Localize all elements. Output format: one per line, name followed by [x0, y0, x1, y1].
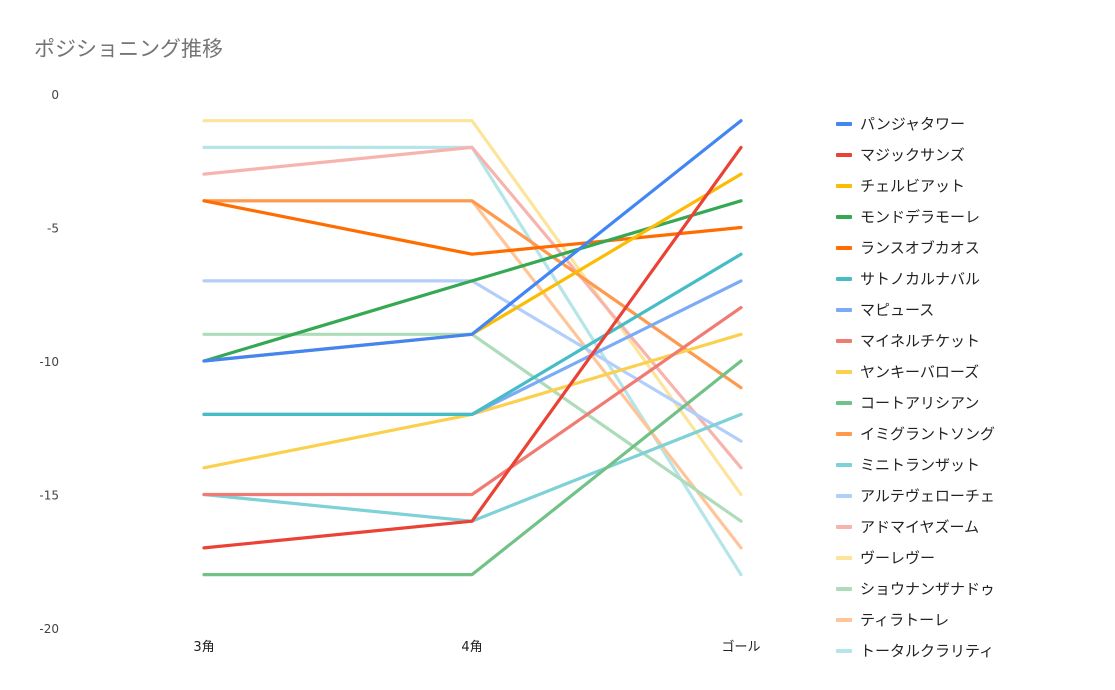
- chart-title: ポジショニング推移: [34, 37, 223, 61]
- legend-label: ヤンキーバローズ: [860, 363, 980, 381]
- legend-swatch: [836, 338, 852, 343]
- legend-label: マジックサンズ: [860, 146, 965, 164]
- legend-swatch: [836, 121, 852, 126]
- legend-label: ヴーレヴー: [860, 549, 936, 567]
- legend-label: ティラトーレ: [860, 611, 950, 629]
- series-line: [202, 252, 743, 416]
- legend-item: ティラトーレ: [836, 604, 995, 635]
- legend-label: サトノカルナバル: [860, 270, 981, 288]
- series-line: [202, 145, 743, 577]
- legend-swatch: [836, 245, 852, 250]
- legend-item: ミニトランザット: [836, 449, 995, 480]
- legend-item: マイネルチケット: [836, 325, 995, 356]
- y-tick-label: -15: [39, 489, 59, 503]
- legend-swatch: [836, 307, 852, 312]
- series-line: [202, 145, 743, 470]
- legend-item: アドマイヤズーム: [836, 511, 995, 542]
- legend-label: ショウナンザナドゥ: [860, 580, 996, 598]
- legend-swatch: [836, 431, 852, 436]
- legend-swatch: [836, 276, 852, 281]
- legend-item: パンジャタワー: [836, 108, 995, 139]
- legend-label: イミグラントソング: [860, 425, 996, 443]
- legend-swatch: [836, 462, 852, 467]
- series-line: [202, 306, 743, 497]
- series-line: [202, 199, 743, 256]
- series-line: [202, 412, 743, 523]
- legend-swatch: [836, 400, 852, 405]
- legend-swatch: [836, 183, 852, 188]
- legend-label: マイネルチケット: [860, 332, 981, 350]
- legend-swatch: [836, 524, 852, 529]
- legend-item: マジックサンズ: [836, 139, 995, 170]
- x-tick-label: 3角: [193, 640, 214, 655]
- legend-swatch: [836, 648, 852, 653]
- legend-item: チェルビアット: [836, 170, 995, 201]
- y-tick-label: -10: [39, 355, 59, 369]
- legend-swatch: [836, 152, 852, 157]
- legend-swatch: [836, 617, 852, 622]
- legend-label: ミニトランザット: [860, 456, 981, 474]
- legend-item: ヤンキーバローズ: [836, 356, 995, 387]
- legend-item: ショウナンザナドゥ: [836, 573, 995, 604]
- y-tick-label: 0: [51, 88, 59, 102]
- legend-item: ランスオブカオス: [836, 232, 995, 263]
- legend-item: アルテヴェローチェ: [836, 480, 995, 511]
- legend-label: パンジャタワー: [860, 115, 966, 133]
- legend-swatch: [836, 586, 852, 591]
- legend-label: アドマイヤズーム: [860, 518, 980, 536]
- legend-swatch: [836, 214, 852, 219]
- series-line: [202, 119, 743, 363]
- legend-item: モンドデラモーレ: [836, 201, 995, 232]
- x-tick-label: ゴール: [721, 639, 760, 655]
- legend-item: トータルクラリティ: [836, 635, 995, 666]
- series-line: [202, 145, 743, 550]
- y-tick-label: -5: [47, 222, 59, 236]
- legend-label: トータルクラリティ: [860, 642, 995, 660]
- legend-swatch: [836, 493, 852, 498]
- legend-item: ヴーレヴー: [836, 542, 995, 573]
- series-line: [202, 359, 743, 577]
- series-line: [202, 119, 743, 497]
- legend-label: ランスオブカオス: [860, 239, 980, 257]
- legend-label: モンドデラモーレ: [860, 208, 981, 226]
- x-tick-label: 4角: [461, 640, 482, 655]
- legend-item: イミグラントソング: [836, 418, 995, 449]
- legend-label: アルテヴェローチェ: [860, 487, 995, 505]
- series-line: [202, 279, 743, 443]
- legend-item: コートアリシアン: [836, 387, 995, 418]
- legend-label: チェルビアット: [860, 177, 966, 195]
- legend-label: マピュース: [860, 301, 935, 319]
- legend-swatch: [836, 555, 852, 560]
- legend-item: サトノカルナバル: [836, 263, 995, 294]
- y-tick-label: -20: [39, 622, 59, 636]
- legend-item: マピュース: [836, 294, 995, 325]
- legend-swatch: [836, 369, 852, 374]
- legend-label: コートアリシアン: [860, 394, 980, 412]
- legend: パンジャタワー マジックサンズ チェルビアット モンドデラモーレ ランスオブカオス サトノ…: [836, 108, 995, 666]
